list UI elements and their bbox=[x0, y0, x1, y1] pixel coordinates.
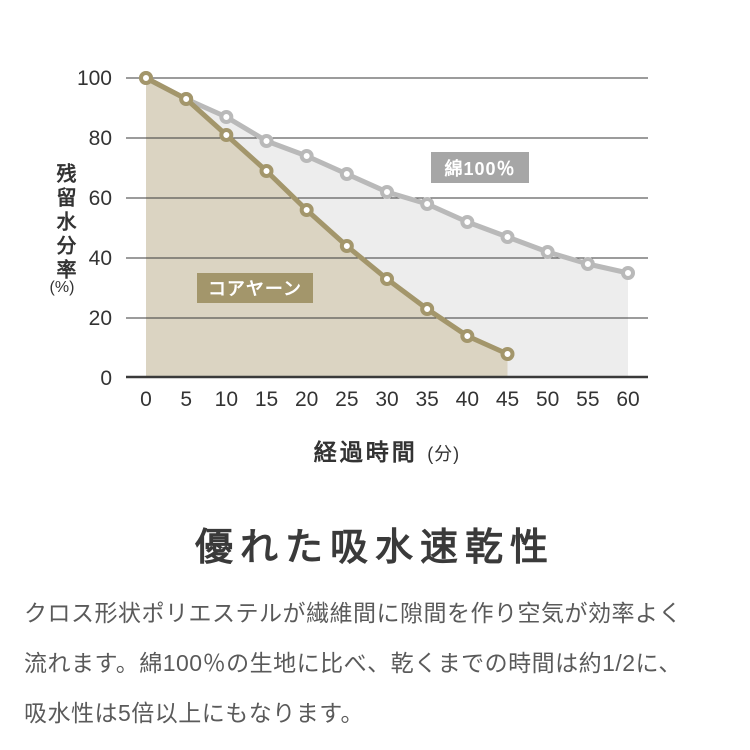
x-axis-title: 経過時間 (分) bbox=[24, 433, 750, 467]
x-axis-unit: (分) bbox=[427, 444, 461, 464]
data-point-s0-x10 bbox=[219, 110, 234, 124]
y-tick-80: 80 bbox=[89, 127, 112, 150]
section-heading: 優れた吸水速乾性 bbox=[194, 527, 555, 569]
data-point-s0-x15 bbox=[259, 134, 274, 148]
data-point-s0-x50 bbox=[540, 245, 555, 259]
x-tick-20: 20 bbox=[295, 388, 318, 411]
x-tick-30: 30 bbox=[375, 388, 398, 411]
y-tick-20: 20 bbox=[89, 307, 112, 330]
x-tick-55: 55 bbox=[576, 388, 599, 411]
x-axis-title-text: 経過時間 bbox=[313, 439, 418, 465]
moisture-chart: 0 20 40 60 80 100 0 5 10 15 20 25 30 35 40 45 50 55 60 残留水… bbox=[24, 67, 750, 467]
y-tick-60: 60 bbox=[89, 187, 112, 210]
x-tick-35: 35 bbox=[415, 388, 438, 411]
series-line-1 bbox=[143, 75, 510, 357]
x-tick-60: 60 bbox=[616, 388, 639, 411]
body-line-3: 吸水性は5倍以上にもなります。 bbox=[24, 700, 364, 726]
y-tick-100: 100 bbox=[77, 67, 112, 90]
data-point-s0-x30 bbox=[380, 185, 394, 199]
data-point-s1-x0 bbox=[139, 71, 153, 85]
x-tick-0: 0 bbox=[140, 388, 152, 411]
body-line-1: クロス形状ポリエステルが繊維間に隙間を作り空気が効率よく bbox=[24, 600, 682, 626]
body-line-2: 流れます。綿100％の生地に比べ、乾くまでの時間は約1/2に、 bbox=[24, 650, 682, 676]
y-axis-title: 残留水分率 bbox=[53, 163, 75, 283]
series-label-cotton: 綿100％ bbox=[431, 152, 529, 183]
x-tick-50: 50 bbox=[536, 388, 559, 411]
data-point-s0-x20 bbox=[299, 149, 314, 163]
data-point-s1-x25 bbox=[339, 239, 354, 253]
line-chart-svg: 0 20 40 60 80 100 0 5 10 15 20 25 30 35 40 45 50 55 60 bbox=[77, 67, 648, 411]
data-point-s1-x20 bbox=[299, 203, 314, 217]
series-label-core: コアヤーン bbox=[197, 273, 313, 303]
y-axis-unit: (%) bbox=[49, 279, 75, 296]
data-point-s1-x40 bbox=[460, 329, 475, 343]
data-point-s1-x30 bbox=[380, 272, 394, 286]
x-tick-25: 25 bbox=[335, 388, 358, 411]
series-label-cotton-text: 綿100％ bbox=[444, 158, 516, 179]
data-point-s1-x5 bbox=[179, 92, 194, 106]
data-point-s0-x40 bbox=[460, 215, 475, 229]
y-tick-40: 40 bbox=[89, 247, 112, 270]
data-point-s0-x25 bbox=[339, 167, 354, 181]
data-point-s1-x35 bbox=[420, 302, 435, 316]
x-tick-45: 45 bbox=[496, 388, 519, 411]
x-tick-10: 10 bbox=[215, 388, 238, 411]
x-tick-15: 15 bbox=[255, 388, 278, 411]
series-label-core-text: コアヤーン bbox=[207, 279, 303, 299]
data-point-s1-x15 bbox=[259, 164, 274, 178]
y-tick-0: 0 bbox=[100, 367, 112, 390]
data-point-s0-x60 bbox=[621, 266, 635, 280]
x-tick-5: 5 bbox=[180, 388, 192, 411]
data-point-s0-x35 bbox=[420, 197, 435, 211]
x-tick-40: 40 bbox=[456, 388, 479, 411]
data-point-s0-x55 bbox=[580, 257, 595, 271]
data-point-s1-x10 bbox=[219, 128, 234, 142]
data-point-s1-x45 bbox=[500, 347, 515, 361]
data-point-s0-x45 bbox=[500, 230, 515, 244]
section-body: クロス形状ポリエステルが繊維間に隙間を作り空気が効率よく 流れます。綿100％の… bbox=[24, 588, 726, 738]
